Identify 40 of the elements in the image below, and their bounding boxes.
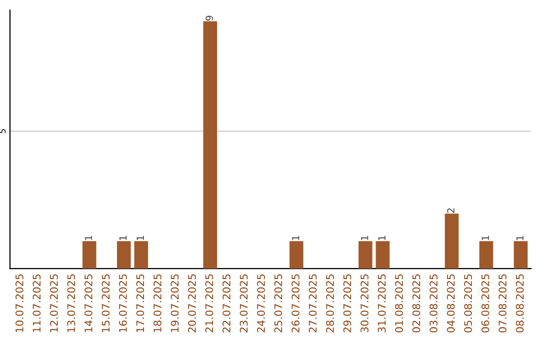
x-tick-label: 17.07.2025 [136, 274, 144, 332]
x-tick-label: 26.07.2025 [292, 274, 300, 332]
x-tick-label: 14.07.2025 [84, 274, 92, 332]
data-label: 1 [84, 236, 92, 240]
x-tick-label: 16.07.2025 [119, 274, 127, 332]
x-tick-label: 22.07.2025 [222, 274, 230, 332]
data-label: 9 [206, 16, 213, 21]
data-label: 1 [292, 236, 300, 240]
data-label: 1 [378, 236, 386, 240]
x-tick-label: 28.07.2025 [326, 274, 334, 332]
x-tick-label: 21.07.2025 [205, 274, 214, 332]
x-tick-label: 07.08.2025 [498, 274, 507, 332]
x-tick-label: 23.07.2025 [240, 274, 248, 332]
x-tick-label: 13.07.2025 [67, 274, 76, 332]
x-tick-label: 06.08.2025 [481, 274, 490, 332]
x-tick-label: 05.08.2025 [464, 274, 472, 332]
x-tick-label: 08.08.2025 [516, 274, 524, 332]
x-tick-label: 01.08.2025 [395, 274, 403, 332]
x-tick-label: 15.07.2025 [102, 274, 110, 332]
data-label: 1 [119, 236, 127, 240]
x-tick-label: 20.07.2025 [188, 274, 196, 332]
x-tick-label: 27.07.2025 [308, 274, 317, 332]
x-tick-label: 04.08.2025 [446, 274, 455, 332]
data-label: 1 [136, 236, 144, 240]
x-tick-label: 03.08.2025 [430, 274, 438, 332]
data-label: 1 [516, 236, 524, 240]
data-label: 1 [361, 236, 368, 240]
x-tick-label: 19.07.2025 [170, 274, 179, 332]
data-label: 2 [447, 208, 454, 213]
data-label: 1 [482, 236, 489, 240]
x-tick-label: 10.07.2025 [15, 274, 24, 332]
x-tick-label: 18.07.2025 [154, 274, 162, 332]
x-tick-label: 29.07.2025 [343, 274, 352, 332]
x-tick-label: 02.08.2025 [412, 274, 420, 332]
x-tick-label: 31.07.2025 [378, 274, 386, 332]
x-tick-label: 30.07.2025 [360, 274, 368, 332]
x-tick-label: 24.07.2025 [257, 274, 265, 332]
x-tick-label: 11.07.2025 [32, 274, 41, 332]
x-tick-label: 25.07.2025 [274, 274, 282, 332]
x-tick-label: 12.07.2025 [50, 274, 58, 332]
